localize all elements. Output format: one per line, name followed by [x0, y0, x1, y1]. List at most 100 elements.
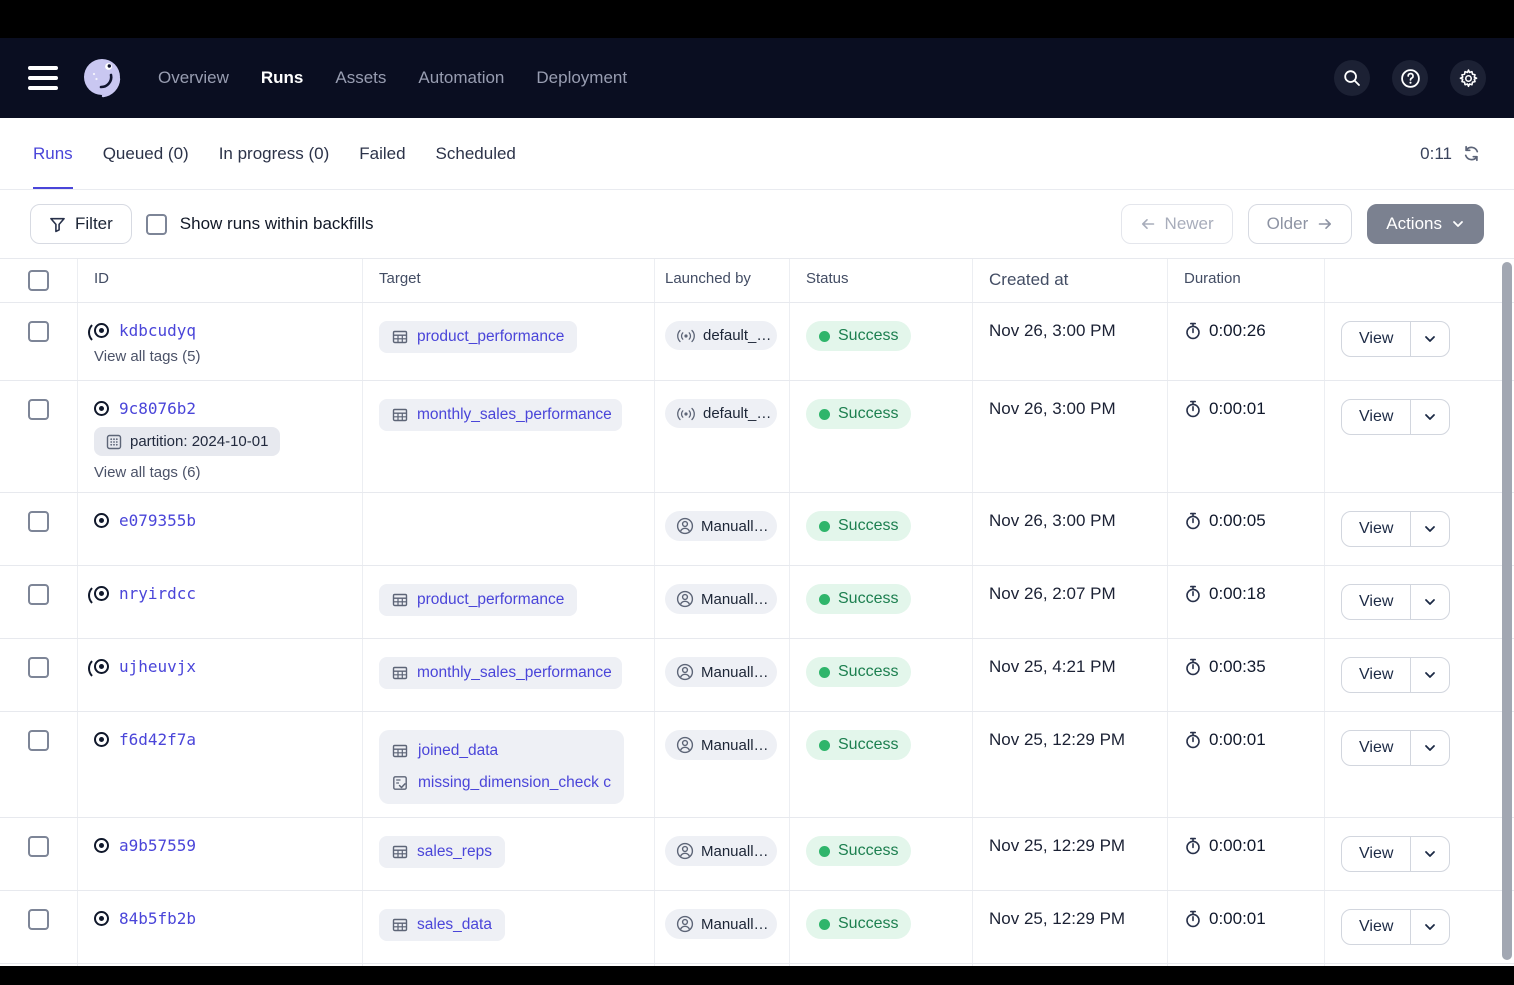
run-id-link[interactable]: 9c8076b2: [119, 399, 197, 418]
row-checkbox[interactable]: [28, 399, 49, 420]
view-button[interactable]: View: [1342, 322, 1412, 356]
view-button[interactable]: View: [1342, 731, 1412, 765]
view-menu-caret[interactable]: [1411, 585, 1449, 619]
success-dot-icon: [819, 593, 830, 605]
partition-tag-pill[interactable]: partition: 2024-10-01: [94, 427, 281, 456]
status-badge[interactable]: Success: [806, 511, 912, 541]
row-checkbox[interactable]: [28, 511, 49, 532]
refresh-icon[interactable]: [1462, 144, 1481, 163]
filter-button[interactable]: Filter: [30, 204, 132, 244]
row-checkbox[interactable]: [28, 657, 49, 678]
view-button[interactable]: View: [1342, 658, 1412, 692]
top-navigation-bar: Overview Runs Assets Automation Deployme…: [0, 38, 1514, 118]
created-at-value: Nov 26, 3:00 PM: [973, 381, 1168, 492]
dagster-logo-icon[interactable]: [78, 53, 128, 103]
launched-by-manual-pill[interactable]: Manuall…: [665, 584, 777, 614]
run-id-link[interactable]: a9b57559: [119, 836, 197, 855]
created-at-value: Nov 26, 2:07 PM: [973, 566, 1168, 638]
view-button[interactable]: View: [1342, 910, 1412, 944]
status-badge[interactable]: Success: [806, 321, 912, 351]
tab-runs[interactable]: Runs: [33, 118, 73, 189]
runs-tabs-bar: Runs Queued (0) In progress (0) Failed S…: [0, 118, 1514, 190]
table-row: nryirdcc product_performance Manuall… Su…: [0, 566, 1514, 639]
status-badge[interactable]: Success: [806, 909, 912, 939]
view-menu-caret[interactable]: [1411, 322, 1449, 356]
nav-item-runs[interactable]: Runs: [260, 68, 304, 87]
newer-button[interactable]: Newer: [1120, 204, 1233, 244]
nav-item-assets[interactable]: Assets: [335, 68, 387, 87]
target-asset-pill[interactable]: product_performance: [379, 321, 578, 353]
run-id-link[interactable]: kdbcudyq: [119, 321, 197, 340]
select-all-checkbox[interactable]: [28, 270, 49, 291]
show-backfills-label[interactable]: Show runs within backfills: [179, 214, 374, 233]
row-checkbox[interactable]: [28, 321, 49, 342]
target-asset-pill[interactable]: product_performance: [379, 584, 578, 616]
table-row: 9c8076b2 partition: 2024-10-01 View all …: [0, 381, 1514, 493]
show-backfills-checkbox[interactable]: [145, 213, 167, 235]
status-badge[interactable]: Success: [806, 836, 912, 866]
help-icon[interactable]: [1392, 60, 1428, 96]
tab-queued[interactable]: Queued (0): [102, 143, 189, 163]
status-label: Success: [838, 590, 899, 607]
header-launched-by: Launched by: [655, 259, 790, 302]
status-badge[interactable]: Success: [806, 399, 912, 429]
table-row: a9b57559 sales_reps Manuall… Success Nov…: [0, 818, 1514, 891]
status-badge[interactable]: Success: [806, 657, 912, 687]
launched-by-manual-pill[interactable]: Manuall…: [665, 730, 777, 760]
scrollbar-thumb[interactable]: [1502, 262, 1512, 960]
run-id-link[interactable]: e079355b: [119, 511, 197, 530]
view-all-tags-link[interactable]: View all tags (5): [94, 348, 201, 365]
header-id: ID: [78, 259, 363, 302]
view-menu-caret[interactable]: [1411, 837, 1449, 871]
row-checkbox[interactable]: [28, 909, 49, 930]
tab-failed[interactable]: Failed: [359, 143, 406, 163]
vertical-scrollbar[interactable]: [1502, 262, 1512, 960]
table-row: e079355b Manuall… Success Nov 26, 3:00 P…: [0, 493, 1514, 566]
target-asset-pill[interactable]: monthly_sales_performance: [379, 399, 622, 431]
actions-button[interactable]: Actions: [1367, 204, 1484, 244]
tab-in-progress[interactable]: In progress (0): [218, 143, 330, 163]
view-menu-caret[interactable]: [1411, 658, 1449, 692]
row-checkbox[interactable]: [28, 836, 49, 857]
view-menu-caret[interactable]: [1411, 512, 1449, 546]
primary-nav: Overview Runs Assets Automation Deployme…: [158, 68, 627, 88]
view-button[interactable]: View: [1342, 400, 1412, 434]
older-button[interactable]: Older: [1247, 204, 1353, 244]
duration-value: 0:00:01: [1209, 909, 1266, 928]
hamburger-menu-icon[interactable]: [28, 66, 58, 90]
row-checkbox[interactable]: [28, 730, 49, 751]
view-button[interactable]: View: [1342, 512, 1412, 546]
run-id-link[interactable]: nryirdcc: [119, 584, 197, 603]
target-asset-pill[interactable]: sales_data: [379, 909, 505, 941]
run-id-link[interactable]: 84b5fb2b: [119, 909, 197, 928]
view-all-tags-link[interactable]: View all tags (6): [94, 464, 201, 481]
view-button[interactable]: View: [1342, 837, 1412, 871]
row-checkbox[interactable]: [28, 584, 49, 605]
nav-item-deployment[interactable]: Deployment: [536, 68, 628, 87]
view-menu-caret[interactable]: [1411, 400, 1449, 434]
view-button[interactable]: View: [1342, 585, 1412, 619]
target-asset-pill[interactable]: monthly_sales_performance: [379, 657, 622, 689]
status-label: Success: [838, 663, 899, 680]
launched-by-manual-pill[interactable]: Manuall…: [665, 657, 777, 687]
target-asset-pill[interactable]: sales_reps: [379, 836, 505, 868]
nav-item-overview[interactable]: Overview: [158, 68, 229, 87]
target-multi-pill[interactable]: joined_data missing_dimension_check c: [379, 730, 624, 804]
launched-by-manual-pill[interactable]: Manuall…: [665, 836, 777, 866]
run-id-link[interactable]: ujheuvjx: [119, 657, 197, 676]
run-id-link[interactable]: f6d42f7a: [119, 730, 197, 749]
view-menu-caret[interactable]: [1411, 910, 1449, 944]
status-badge[interactable]: Success: [806, 584, 912, 614]
search-icon[interactable]: [1334, 60, 1370, 96]
launched-by-manual-pill[interactable]: Manuall…: [665, 909, 777, 939]
launched-by-manual-pill[interactable]: Manuall…: [665, 511, 777, 541]
view-menu-caret[interactable]: [1411, 731, 1449, 765]
created-at-value: Nov 25, 12:29 PM: [973, 818, 1168, 890]
settings-gear-icon[interactable]: [1450, 60, 1486, 96]
duration-value: 0:00:01: [1209, 399, 1266, 418]
nav-item-automation[interactable]: Automation: [418, 68, 505, 87]
tab-scheduled[interactable]: Scheduled: [435, 143, 516, 163]
status-badge[interactable]: Success: [806, 730, 912, 760]
launched-by-sensor-pill[interactable]: default_…: [665, 399, 777, 428]
launched-by-sensor-pill[interactable]: default_…: [665, 321, 777, 350]
